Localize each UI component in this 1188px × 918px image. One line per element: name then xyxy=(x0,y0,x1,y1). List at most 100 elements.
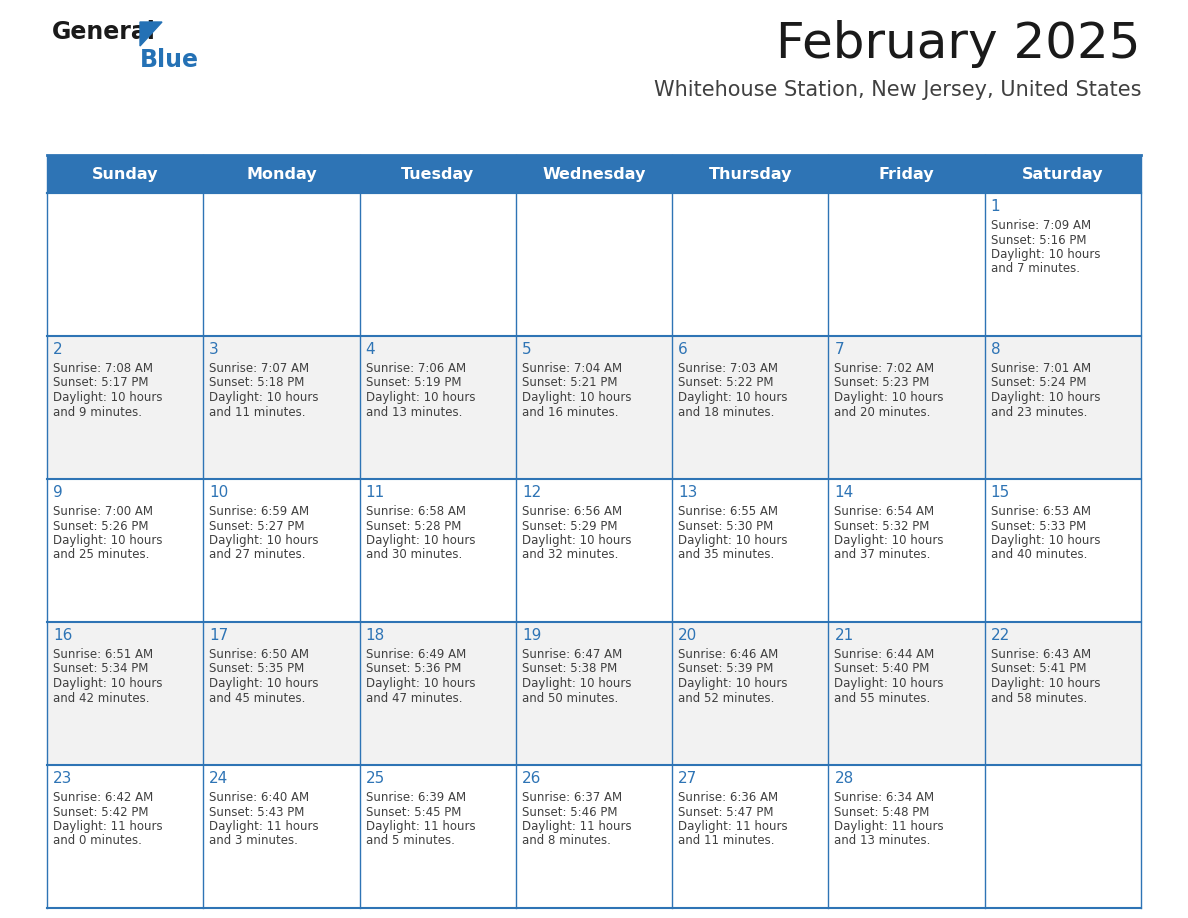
Bar xyxy=(48,765,203,908)
Text: Daylight: 10 hours: Daylight: 10 hours xyxy=(991,534,1100,547)
Bar xyxy=(360,193,516,336)
Text: Sunset: 5:17 PM: Sunset: 5:17 PM xyxy=(53,376,148,389)
Text: and 52 minutes.: and 52 minutes. xyxy=(678,691,775,704)
Bar xyxy=(985,765,1140,908)
Text: Daylight: 11 hours: Daylight: 11 hours xyxy=(522,820,632,833)
Text: 20: 20 xyxy=(678,628,697,643)
Bar xyxy=(828,336,985,479)
Text: Sunset: 5:19 PM: Sunset: 5:19 PM xyxy=(366,376,461,389)
Text: Daylight: 10 hours: Daylight: 10 hours xyxy=(678,534,788,547)
Text: Sunrise: 7:03 AM: Sunrise: 7:03 AM xyxy=(678,362,778,375)
Text: Daylight: 10 hours: Daylight: 10 hours xyxy=(366,391,475,404)
Text: Sunrise: 6:46 AM: Sunrise: 6:46 AM xyxy=(678,648,778,661)
Text: 18: 18 xyxy=(366,628,385,643)
Text: Daylight: 10 hours: Daylight: 10 hours xyxy=(834,391,944,404)
Text: Sunset: 5:28 PM: Sunset: 5:28 PM xyxy=(366,520,461,532)
Text: Sunset: 5:47 PM: Sunset: 5:47 PM xyxy=(678,805,773,819)
Text: 10: 10 xyxy=(209,485,228,500)
Text: and 11 minutes.: and 11 minutes. xyxy=(209,406,305,419)
Text: and 0 minutes.: and 0 minutes. xyxy=(53,834,141,847)
Text: Sunrise: 6:39 AM: Sunrise: 6:39 AM xyxy=(366,791,466,804)
Text: Daylight: 10 hours: Daylight: 10 hours xyxy=(366,677,475,690)
Text: and 50 minutes.: and 50 minutes. xyxy=(522,691,618,704)
Text: Daylight: 10 hours: Daylight: 10 hours xyxy=(53,391,163,404)
Text: Sunset: 5:27 PM: Sunset: 5:27 PM xyxy=(209,520,305,532)
Text: Sunrise: 7:07 AM: Sunrise: 7:07 AM xyxy=(209,362,309,375)
Text: Daylight: 11 hours: Daylight: 11 hours xyxy=(53,820,163,833)
Bar xyxy=(672,193,828,336)
Text: Whitehouse Station, New Jersey, United States: Whitehouse Station, New Jersey, United S… xyxy=(653,80,1140,100)
Bar xyxy=(828,765,985,908)
Text: Sunrise: 6:44 AM: Sunrise: 6:44 AM xyxy=(834,648,935,661)
Text: Sunset: 5:22 PM: Sunset: 5:22 PM xyxy=(678,376,773,389)
Bar xyxy=(985,479,1140,622)
Text: Daylight: 10 hours: Daylight: 10 hours xyxy=(522,391,631,404)
Text: Saturday: Saturday xyxy=(1022,166,1104,182)
Text: 17: 17 xyxy=(209,628,228,643)
Text: and 16 minutes.: and 16 minutes. xyxy=(522,406,619,419)
Text: and 8 minutes.: and 8 minutes. xyxy=(522,834,611,847)
Text: 9: 9 xyxy=(53,485,63,500)
Text: Sunrise: 7:00 AM: Sunrise: 7:00 AM xyxy=(53,505,153,518)
Text: Daylight: 11 hours: Daylight: 11 hours xyxy=(366,820,475,833)
Text: Daylight: 10 hours: Daylight: 10 hours xyxy=(991,677,1100,690)
Text: 24: 24 xyxy=(209,771,228,786)
Text: Sunrise: 6:49 AM: Sunrise: 6:49 AM xyxy=(366,648,466,661)
Bar xyxy=(672,336,828,479)
Text: and 23 minutes.: and 23 minutes. xyxy=(991,406,1087,419)
Bar xyxy=(516,336,672,479)
Bar xyxy=(360,622,516,765)
Bar xyxy=(360,765,516,908)
Text: Sunset: 5:40 PM: Sunset: 5:40 PM xyxy=(834,663,930,676)
Text: Sunset: 5:45 PM: Sunset: 5:45 PM xyxy=(366,805,461,819)
Text: Sunset: 5:46 PM: Sunset: 5:46 PM xyxy=(522,805,618,819)
Text: Sunrise: 6:56 AM: Sunrise: 6:56 AM xyxy=(522,505,623,518)
Bar xyxy=(672,765,828,908)
Bar xyxy=(828,479,985,622)
Text: Daylight: 10 hours: Daylight: 10 hours xyxy=(366,534,475,547)
Text: and 18 minutes.: and 18 minutes. xyxy=(678,406,775,419)
Bar xyxy=(516,765,672,908)
Text: Sunset: 5:41 PM: Sunset: 5:41 PM xyxy=(991,663,1086,676)
Text: Tuesday: Tuesday xyxy=(402,166,474,182)
Bar xyxy=(360,479,516,622)
Text: Blue: Blue xyxy=(140,48,200,72)
Text: Sunrise: 6:37 AM: Sunrise: 6:37 AM xyxy=(522,791,623,804)
Bar xyxy=(985,622,1140,765)
Text: Sunrise: 7:06 AM: Sunrise: 7:06 AM xyxy=(366,362,466,375)
Text: Sunrise: 6:58 AM: Sunrise: 6:58 AM xyxy=(366,505,466,518)
Text: Daylight: 11 hours: Daylight: 11 hours xyxy=(834,820,944,833)
Text: 22: 22 xyxy=(991,628,1010,643)
Text: Daylight: 10 hours: Daylight: 10 hours xyxy=(991,391,1100,404)
Text: Daylight: 10 hours: Daylight: 10 hours xyxy=(209,534,318,547)
Bar xyxy=(985,193,1140,336)
Text: Monday: Monday xyxy=(246,166,317,182)
Text: and 37 minutes.: and 37 minutes. xyxy=(834,548,931,562)
Text: 3: 3 xyxy=(209,342,219,357)
Text: 27: 27 xyxy=(678,771,697,786)
Text: Daylight: 11 hours: Daylight: 11 hours xyxy=(209,820,318,833)
Text: and 9 minutes.: and 9 minutes. xyxy=(53,406,143,419)
Bar xyxy=(48,479,203,622)
Text: Daylight: 10 hours: Daylight: 10 hours xyxy=(678,391,788,404)
Bar xyxy=(516,479,672,622)
Text: Sunrise: 7:09 AM: Sunrise: 7:09 AM xyxy=(991,219,1091,232)
Text: 15: 15 xyxy=(991,485,1010,500)
Text: Sunrise: 6:40 AM: Sunrise: 6:40 AM xyxy=(209,791,309,804)
Bar xyxy=(48,622,203,765)
Text: and 27 minutes.: and 27 minutes. xyxy=(209,548,305,562)
Text: 11: 11 xyxy=(366,485,385,500)
Text: Sunset: 5:32 PM: Sunset: 5:32 PM xyxy=(834,520,930,532)
Text: Sunset: 5:42 PM: Sunset: 5:42 PM xyxy=(53,805,148,819)
Text: and 13 minutes.: and 13 minutes. xyxy=(366,406,462,419)
Text: Sunrise: 7:01 AM: Sunrise: 7:01 AM xyxy=(991,362,1091,375)
Text: 25: 25 xyxy=(366,771,385,786)
Text: and 32 minutes.: and 32 minutes. xyxy=(522,548,618,562)
Text: Sunday: Sunday xyxy=(91,166,158,182)
Bar xyxy=(828,193,985,336)
Text: Sunset: 5:35 PM: Sunset: 5:35 PM xyxy=(209,663,304,676)
Text: and 3 minutes.: and 3 minutes. xyxy=(209,834,298,847)
Text: and 25 minutes.: and 25 minutes. xyxy=(53,548,150,562)
Text: 28: 28 xyxy=(834,771,854,786)
Text: 8: 8 xyxy=(991,342,1000,357)
